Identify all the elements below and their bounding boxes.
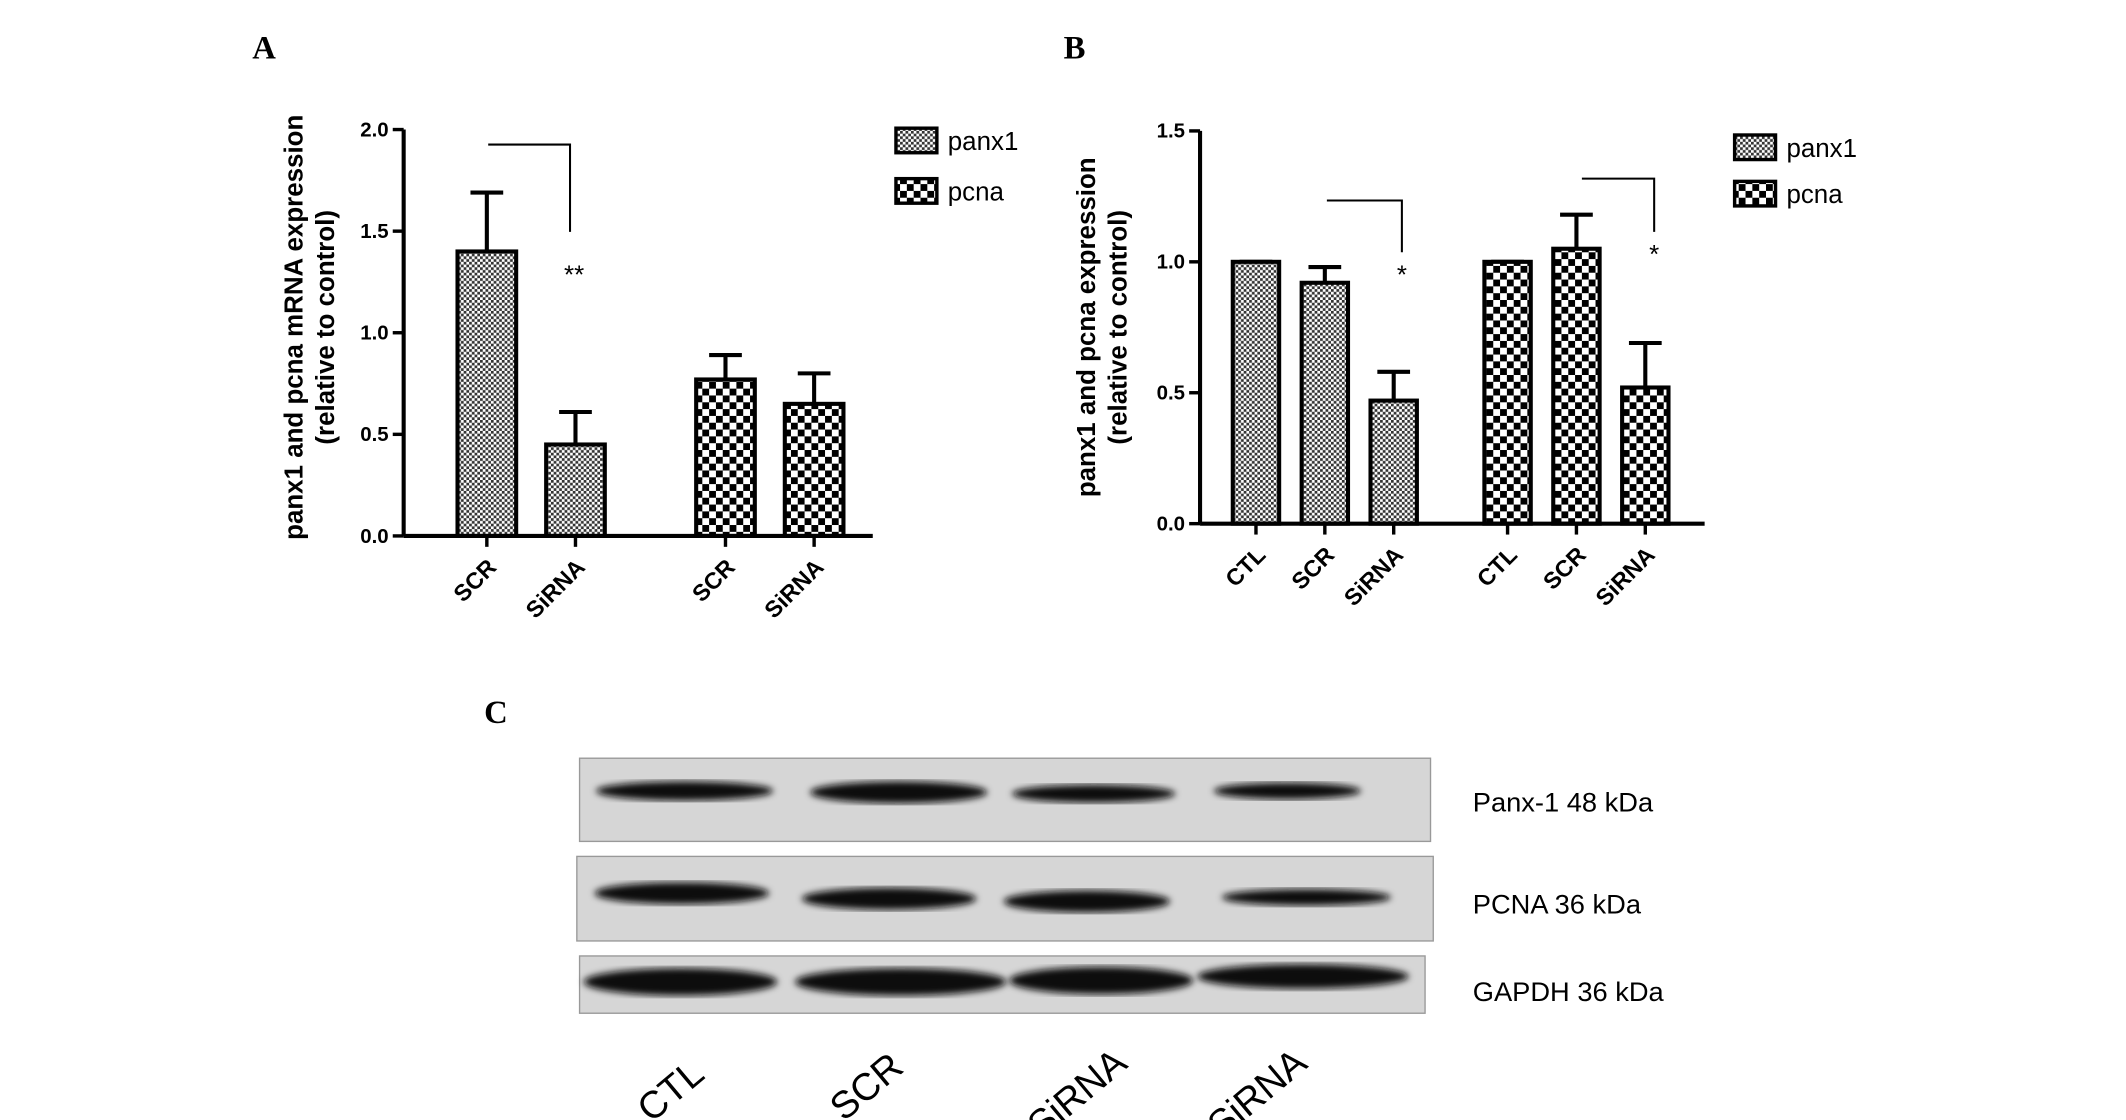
- y-tick-label: 1.5: [1157, 120, 1185, 143]
- x-tick-label: SCR: [448, 554, 501, 607]
- bar: [1620, 385, 1671, 526]
- blot-band: [801, 887, 977, 910]
- y-tick-label: 1.0: [360, 322, 388, 345]
- x-tick-label: SiRNA: [521, 554, 591, 624]
- blot-band: [1197, 964, 1409, 989]
- bar: [782, 401, 846, 538]
- blot-band: [594, 882, 770, 905]
- x-tick-label: SiRNA: [1339, 541, 1409, 611]
- significance-mark: *: [1397, 262, 1407, 290]
- blot-band: [1213, 782, 1361, 800]
- significance-bracket: [488, 143, 572, 232]
- y-axis-label: panx1 and pcna expression: [1073, 157, 1101, 497]
- legend-label: pcna: [948, 178, 1005, 206]
- panel-label: C: [484, 695, 508, 731]
- x-tick-label: SiRNA: [759, 554, 829, 624]
- y-tick-label: 0.5: [360, 423, 388, 446]
- blot-lane-label: CTL: [629, 1051, 712, 1120]
- y-tick-label: 0.5: [1157, 382, 1185, 405]
- blot-band: [795, 968, 1007, 996]
- x-tick-label: SCR: [1286, 541, 1339, 594]
- y-tick-label: 0.0: [1157, 512, 1185, 535]
- x-tick-label: SiRNA: [1590, 541, 1660, 611]
- blot-lane-label: SiRNA: [1200, 1040, 1316, 1120]
- legend-swatch: [1732, 179, 1778, 208]
- legend-label: panx1: [1786, 135, 1857, 163]
- blot-band: [1003, 890, 1171, 913]
- x-tick-label: SCR: [687, 554, 740, 607]
- x-tick-label: CTL: [1472, 542, 1522, 592]
- blot-band: [810, 781, 988, 804]
- panel-label: B: [1064, 31, 1086, 67]
- legend-label: pcna: [1786, 181, 1843, 209]
- y-tick-label: 2.0: [360, 118, 388, 141]
- y-tick-label: 1.0: [1157, 251, 1185, 274]
- blot-strip: [578, 757, 1432, 843]
- y-axis-label: panx1 and pcna mRNA expression: [281, 115, 309, 540]
- bar: [1368, 398, 1419, 526]
- y-tick-label: 0.0: [360, 525, 388, 548]
- blot-row-label: PCNA 36 kDa: [1473, 889, 1642, 920]
- bar: [544, 442, 607, 538]
- blot-band: [595, 781, 774, 801]
- bar: [1551, 246, 1602, 526]
- blot-lane-label: SiRNA: [1020, 1040, 1136, 1120]
- blot-band: [1221, 889, 1391, 906]
- legend-swatch: [1732, 133, 1778, 162]
- bar: [1299, 280, 1351, 526]
- significance-mark: *: [1649, 241, 1659, 269]
- panel-label: A: [252, 31, 276, 67]
- blot-lane-label: SCR: [822, 1044, 911, 1120]
- legend-swatch: [894, 126, 939, 155]
- blot-band: [1009, 966, 1194, 995]
- legend-label: panx1: [948, 128, 1019, 156]
- blot-band: [583, 968, 778, 996]
- significance-mark: **: [564, 262, 584, 290]
- bar: [1230, 259, 1282, 526]
- y-tick-label: 1.5: [360, 220, 388, 243]
- legend-swatch: [894, 176, 939, 205]
- bar: [694, 377, 757, 538]
- bar: [1482, 259, 1533, 526]
- y-axis-label: (relative to control): [312, 210, 340, 445]
- significance-bracket: [1326, 199, 1403, 253]
- bar: [455, 249, 519, 538]
- x-tick-label: SCR: [1538, 541, 1591, 594]
- blot-band: [1011, 784, 1176, 803]
- x-tick-label: CTL: [1220, 542, 1270, 592]
- significance-bracket: [1581, 177, 1656, 232]
- blot-row-label: GAPDH 36 kDa: [1473, 976, 1665, 1007]
- blot-row-label: Panx-1 48 kDa: [1473, 786, 1654, 817]
- y-axis-label: (relative to control): [1104, 210, 1132, 445]
